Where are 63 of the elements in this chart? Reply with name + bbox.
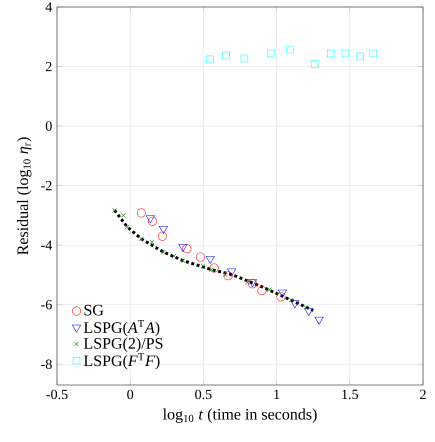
point <box>290 300 300 308</box>
point <box>369 50 377 58</box>
point <box>222 52 230 60</box>
point <box>244 280 250 285</box>
x-tick-label: 1.5 <box>342 390 358 400</box>
point <box>286 46 294 54</box>
y-tick-label: 4 <box>46 2 52 12</box>
point <box>267 50 274 58</box>
y-tick-label: 2 <box>46 62 52 72</box>
point <box>288 298 294 303</box>
point <box>356 52 364 60</box>
x-tick-label: 0.5 <box>195 390 212 400</box>
point <box>314 316 324 325</box>
x-tick-label: 0 <box>127 390 134 400</box>
point <box>257 286 266 296</box>
x-tick-label: 1 <box>274 390 280 399</box>
point <box>327 50 335 58</box>
point <box>112 208 117 213</box>
point <box>266 287 272 292</box>
point <box>136 208 146 218</box>
point <box>180 258 186 263</box>
point <box>150 240 154 244</box>
point <box>158 232 167 241</box>
point <box>161 250 166 254</box>
x-tick-label: 2 <box>420 390 426 399</box>
point <box>304 305 308 310</box>
point <box>171 254 176 258</box>
x-tick-label: -0.5 <box>46 390 68 400</box>
point <box>227 268 236 276</box>
y-tick-label: -4 <box>41 240 52 250</box>
y-tick-label: 0 <box>46 121 52 131</box>
y-tick-label: -8 <box>41 359 52 369</box>
point <box>342 50 350 58</box>
legend-label: SG <box>84 304 104 316</box>
y-tick-label: -2 <box>41 180 52 190</box>
line-series <box>113 208 315 312</box>
point <box>206 56 214 64</box>
point <box>196 252 206 262</box>
legend-label: LSPG(A$^{T}$A) <box>84 320 160 336</box>
point <box>240 54 248 62</box>
point <box>124 224 130 230</box>
point <box>146 215 155 224</box>
point <box>159 226 168 234</box>
point <box>278 290 287 298</box>
point <box>223 272 228 278</box>
point <box>206 256 215 264</box>
point <box>310 60 318 68</box>
x-axis-title: log$_{10}$ t (time in seconds) <box>162 408 317 423</box>
point <box>182 244 192 254</box>
point <box>138 236 144 242</box>
point <box>210 263 219 273</box>
point <box>224 271 233 280</box>
legend-label: LSPG(F$^{T}$F) <box>84 353 160 370</box>
point <box>276 292 286 302</box>
point <box>178 244 188 252</box>
point <box>304 308 314 316</box>
point <box>120 213 126 218</box>
point <box>148 216 158 226</box>
point <box>200 264 206 269</box>
y-tick-label: -6 <box>41 300 52 310</box>
y-axis-title: Residual (log$_{10}$ η$_{r}$) <box>16 137 32 255</box>
point <box>208 267 214 272</box>
legend-label: LSPG(2)/PS <box>84 337 162 352</box>
